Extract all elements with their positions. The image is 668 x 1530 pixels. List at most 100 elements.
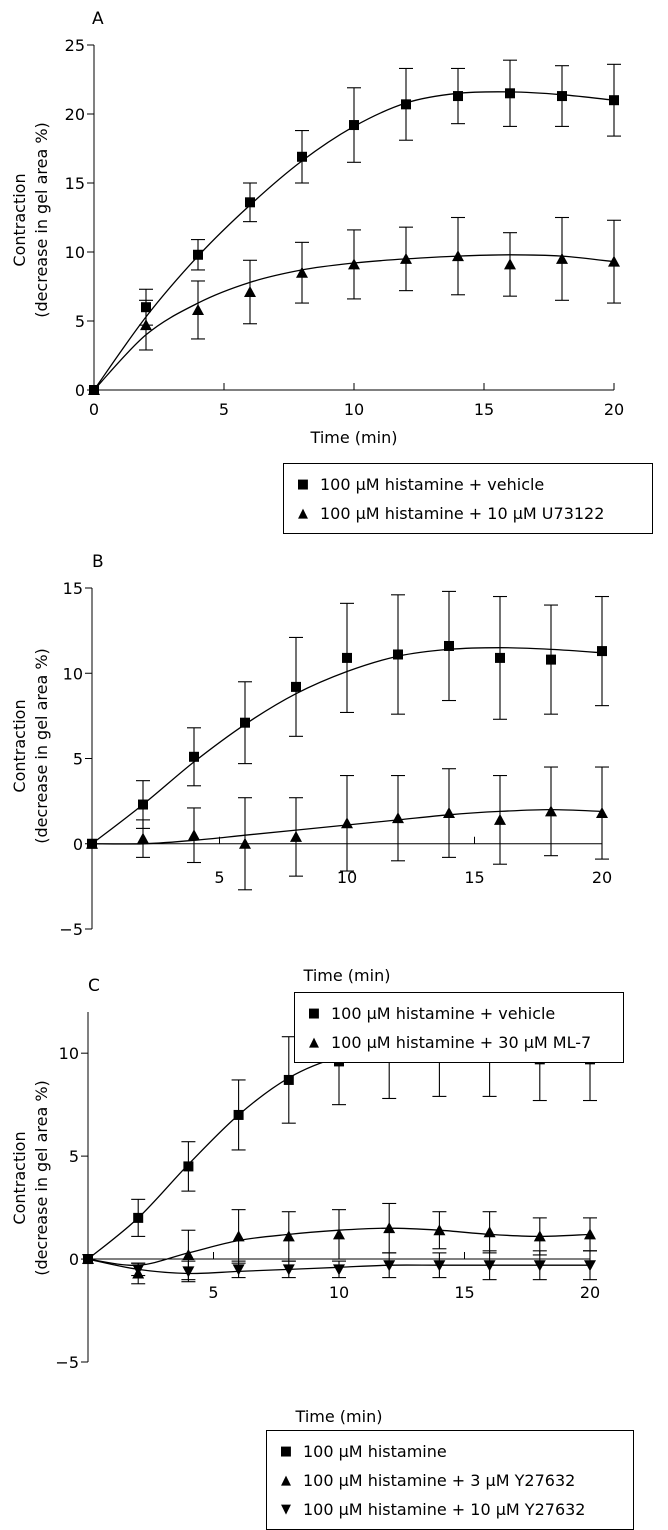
data-point [608, 255, 620, 267]
data-point [188, 829, 200, 841]
data-point [453, 91, 463, 102]
legend-marker-icon: ■ [279, 1444, 293, 1459]
legend-label: 100 μM histamine + vehicle [331, 1004, 556, 1023]
legend-marker-icon: ■ [296, 477, 310, 492]
legend-label: 100 μM histamine [303, 1442, 447, 1461]
x-tick-label: 15 [454, 1283, 474, 1302]
legend-c: ■ 100 μM histamine ▲ 100 μM histamine + 3 μ… [266, 1430, 634, 1530]
chart-panel-b: B −5 0 5 10 15 5 10 15 20 Time (min) Contraction (de… [10, 552, 612, 985]
data-point [596, 807, 608, 819]
data-point [240, 717, 250, 728]
data-point [132, 1264, 145, 1276]
data-point [239, 837, 251, 849]
legend-marker-icon: ▲ [281, 1473, 291, 1488]
data-point [283, 1074, 294, 1085]
y-tick-label: 15 [63, 579, 83, 598]
y-axis-title: Contraction (decrease in gel area %) [10, 122, 51, 318]
data-point [183, 1161, 194, 1172]
data-point [244, 286, 256, 298]
data-point [348, 258, 360, 270]
data-point [400, 252, 412, 264]
legend-label: 100 μM histamine + 3 μM Y27632 [303, 1471, 576, 1490]
data-point [392, 812, 404, 824]
y-tick-label: 20 [65, 105, 85, 124]
data-point [546, 654, 556, 665]
x-axis-title: Time (min) [295, 1407, 383, 1426]
y-tick-label: 10 [59, 1044, 79, 1063]
data-point [193, 249, 203, 260]
data-point [383, 1260, 396, 1272]
data-point [533, 1230, 546, 1242]
data-point [333, 1264, 345, 1276]
data-point [233, 1109, 244, 1120]
data-point [597, 646, 607, 657]
series-2 [86, 766, 609, 891]
panel-label: C [88, 976, 100, 996]
y-tick-label: 5 [69, 1147, 79, 1166]
y-tick-label: 10 [63, 664, 83, 683]
data-point [341, 817, 353, 829]
data-point [556, 252, 568, 264]
data-point [584, 1260, 596, 1272]
y-axis-title-line2: (decrease in gel area %) [32, 648, 51, 844]
y-tick-label: 0 [73, 835, 83, 854]
data-point [444, 640, 454, 651]
series-curve [93, 91, 615, 391]
data-point [495, 652, 505, 663]
legend-entry: ▲ 100 μM histamine + 3 μM Y27632 [279, 1466, 623, 1495]
y-tick-label: 25 [65, 36, 85, 55]
data-point [333, 1228, 345, 1240]
legend-entry: ■ 100 μM histamine [279, 1437, 623, 1466]
y-axis-title-line1: Contraction [10, 699, 29, 792]
chart-panel-a: A 0 5 10 15 20 25 0 5 10 15 20 Time (min) Contraction… [10, 9, 624, 447]
data-point [443, 807, 455, 819]
panel-label: A [92, 9, 104, 29]
y-tick-label: −5 [55, 1353, 79, 1372]
series-2 [88, 216, 621, 395]
y-tick-label: 5 [75, 312, 85, 331]
legend-entry: ■ 100 μM histamine + vehicle [296, 470, 642, 499]
data-point [296, 266, 308, 278]
data-point [533, 1260, 546, 1272]
y-axis-title-line1: Contraction [10, 1131, 29, 1224]
data-point [138, 799, 148, 810]
y-axis-title: Contraction (decrease in gel area %) [10, 648, 51, 844]
data-point [291, 681, 301, 692]
y-axis-title-line2: (decrease in gel area %) [32, 122, 51, 318]
chart-panel-c: C −5 0 5 10 5 10 15 20 Time (min) Contraction (decr… [10, 976, 600, 1426]
y-axis-title-line2: (decrease in gel area %) [32, 1080, 51, 1276]
data-point [189, 751, 199, 762]
legend-label: 100 μM histamine + vehicle [320, 475, 545, 494]
data-point [401, 99, 411, 110]
legend-b: ■ 100 μM histamine + vehicle ▲ 100 μM hista… [294, 992, 624, 1063]
y-tick-label: 0 [69, 1250, 79, 1269]
x-tick-label: 10 [329, 1283, 349, 1302]
data-point [584, 1228, 596, 1240]
data-point [282, 1264, 295, 1276]
legend-entry: ▲ 100 μM histamine + 10 μM U73122 [296, 499, 642, 528]
data-point [505, 88, 515, 99]
data-point [182, 1266, 195, 1278]
data-point [245, 197, 255, 208]
x-tick-label: 20 [604, 400, 624, 419]
y-axis-title: Contraction (decrease in gel area %) [10, 1080, 51, 1276]
series-1 [89, 59, 621, 395]
legend-label: 100 μM histamine + 30 μM ML-7 [331, 1033, 592, 1052]
legend-a: ■ 100 μM histamine + vehicle ▲ 100 μM hista… [283, 463, 653, 534]
legend-marker-icon: ▲ [298, 506, 308, 521]
data-point [82, 1254, 94, 1266]
data-point [282, 1230, 295, 1242]
data-point [182, 1248, 195, 1260]
x-axis-title: Time (min) [310, 428, 398, 447]
data-point [504, 258, 516, 270]
data-point [557, 91, 567, 102]
legend-entry: ▲ 100 μM histamine + 30 μM ML-7 [307, 1028, 613, 1057]
data-point [483, 1260, 496, 1272]
legend-label: 100 μM histamine + 10 μM U73122 [320, 504, 605, 523]
data-point [137, 832, 149, 844]
legend-marker-icon: ▼ [281, 1502, 291, 1517]
data-point [433, 1260, 446, 1272]
data-point [88, 384, 100, 395]
y-tick-label: 0 [75, 381, 85, 400]
